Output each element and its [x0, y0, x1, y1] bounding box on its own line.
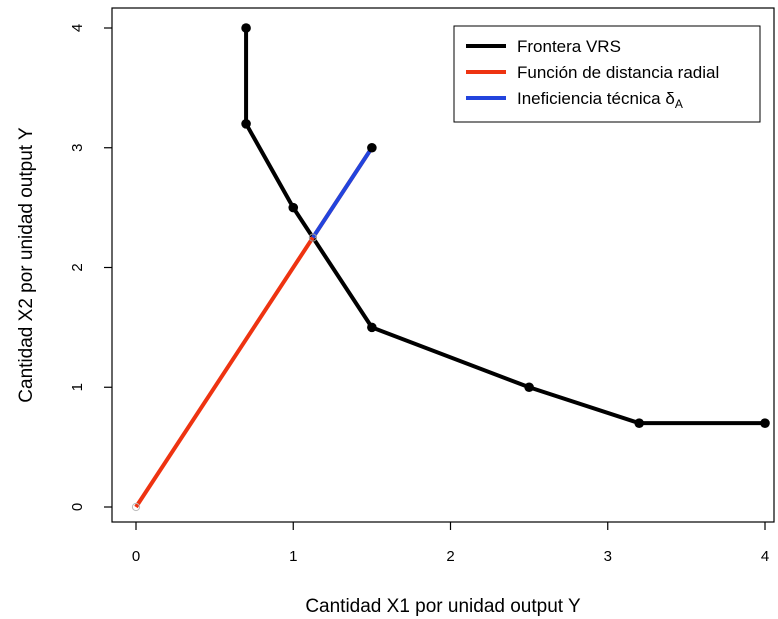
x-tick-label-3: 3	[604, 548, 612, 565]
series-0-point-3	[367, 322, 377, 333]
y-tick-label-2: 2	[69, 263, 86, 271]
legend-label-0: Frontera VRS	[517, 37, 621, 56]
y-tick-label-3: 3	[69, 144, 86, 152]
series-0-point-2	[288, 202, 299, 213]
x-tick-label-0: 0	[132, 548, 140, 565]
x-axis-label: Cantidad X1 por unidad output Y	[305, 596, 581, 617]
series-0-point-0	[241, 23, 251, 33]
x-axis: 0 1 2 3 4	[132, 522, 769, 565]
y-tick-label-0: 0	[69, 503, 86, 511]
extra-point-1	[308, 233, 318, 242]
y-axis-label: Cantidad X2 por unidad output Y	[16, 127, 37, 403]
x-tick-label-1: 1	[289, 548, 297, 565]
series-0-point-1	[241, 119, 251, 129]
legend-label-subscript-2: A	[675, 97, 683, 111]
extra-point-0	[367, 142, 377, 153]
legend: Frontera VRS Función de distancia radial I…	[453, 25, 761, 123]
y-tick-label-4: 4	[69, 24, 86, 32]
y-tick-label-1: 1	[69, 383, 86, 391]
extra-point-2	[131, 502, 141, 512]
legend-label-1: Función de distancia radial	[517, 63, 719, 82]
legend-label-2: Ineficiencia técnica δA	[517, 89, 683, 111]
points-layer	[131, 23, 770, 512]
plot-area-frame	[111, 7, 775, 523]
series-0-point-6	[760, 418, 770, 428]
series-0-point-5	[634, 418, 644, 428]
x-tick-label-4: 4	[761, 548, 769, 565]
series-line-2	[311, 146, 374, 239]
x-tick-label-2: 2	[446, 548, 454, 565]
series-0-point-4	[524, 382, 534, 393]
y-axis: 0 1 2 3 4	[69, 24, 112, 511]
